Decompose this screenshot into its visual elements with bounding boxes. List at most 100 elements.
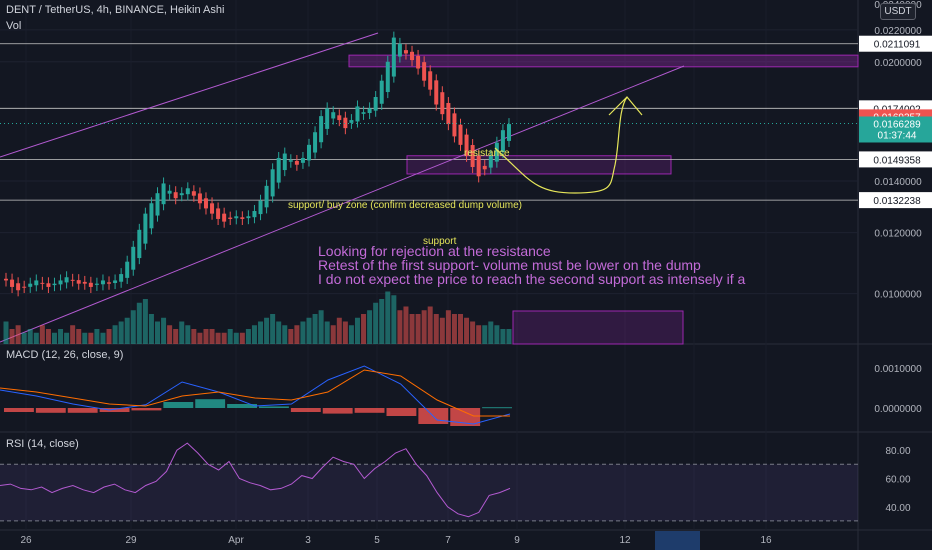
candle-body [300,157,305,163]
candle-body [506,124,511,141]
volume-bar [245,329,251,344]
volume-bar [433,314,439,344]
volume-bar [282,325,288,344]
candle-body [337,115,342,121]
candle-body [22,286,27,288]
level-badge [859,35,932,52]
x-tick-label: 16 [760,535,772,546]
candle-body [58,280,63,285]
rsi-tick-label: 60.00 [885,474,910,485]
candle-body [397,43,402,57]
candle-body [119,274,124,282]
volume-bar [348,325,354,344]
y-tick-label: 0.0100000 [874,290,922,301]
x-tick-label: 3 [305,535,311,546]
candle-body [113,280,118,284]
candle-body [216,208,221,219]
volume-bar [391,295,397,344]
candle-body [391,37,396,77]
volume-bar [106,329,112,344]
volume-bar [9,329,15,344]
candle-body [494,142,499,162]
candle-body [276,157,281,183]
macd-series-line [0,365,511,425]
candle-body [446,103,451,125]
x-tick-label: 7 [445,535,451,546]
volume-bar [336,317,342,344]
volume-bar [88,332,94,344]
volume-bar [179,321,185,344]
candle-body [191,191,196,196]
volume-bar [27,329,33,344]
currency-button[interactable]: USDT [880,3,916,20]
candle-body [246,216,251,219]
volume-bar [221,332,227,344]
candle-body [349,120,354,123]
candle-body [161,183,166,205]
macd-histogram-bar [386,408,417,416]
volume-bar [427,306,433,344]
candle-body [331,112,336,119]
resistance-zone [348,54,859,68]
macd-histogram-bar [354,408,385,413]
candle-body [422,62,427,81]
candle-body [385,61,390,93]
macd-histogram-bar [450,408,481,426]
candle-body [125,261,130,278]
candle-body [240,217,245,219]
volume-bar [458,314,463,344]
macd-histogram-bar [227,404,257,408]
level-label: 0.0149358 [873,155,921,166]
volume-bar [130,310,136,344]
volume-bar [203,329,209,344]
candle-body [325,108,330,129]
commentary-line: Retest of the first support- volume must… [318,257,701,273]
candle-body [222,213,227,222]
volume-bar [148,314,154,344]
candle-body [288,160,293,162]
volume-label: Vol [6,20,22,32]
volume-bar [403,306,409,344]
volume-bar [342,321,348,344]
level-label: 0.0211091 [874,40,921,51]
candle-body [28,283,33,287]
volume-bar [258,321,264,344]
level-label: 0.0132238 [873,196,921,207]
candle-body [294,160,299,165]
volume-bar [464,317,470,344]
candle-body [34,280,39,286]
candle-body [197,193,202,204]
channel-lower-line [0,65,685,343]
candle-body [155,193,160,216]
candle-body [319,116,324,143]
macd-histogram-bar [259,406,289,408]
volume-bar [379,299,385,344]
macd-histogram-bar [290,408,321,412]
candle-body [403,50,408,54]
volume-bar [451,314,457,344]
volume-bar [142,299,148,344]
candle-body [313,132,318,153]
price-badge-label: 0.0166289 [873,119,921,130]
candle-body [137,229,142,259]
macd-label: MACD (12, 26, close, 9) [6,349,124,361]
candle-body [203,198,208,209]
volume-bar [324,321,330,344]
annotation-support: support [423,236,457,247]
candle-body [167,190,172,194]
x-tick-label: Apr [228,535,244,546]
volume-bar [100,332,106,344]
y-tick-label: 0.0140000 [874,177,922,188]
volume-bar [118,321,124,344]
volume-bar [330,325,336,344]
candle-body [210,203,215,214]
candle-body [70,279,75,281]
volume-bar [191,329,197,344]
volume-bar [197,332,203,344]
volume-bar [3,321,9,344]
annotation-resistance: resistance [464,148,510,159]
candle-body [367,108,372,114]
x-tick-label: 5 [374,535,380,546]
volume-bar [482,325,488,344]
